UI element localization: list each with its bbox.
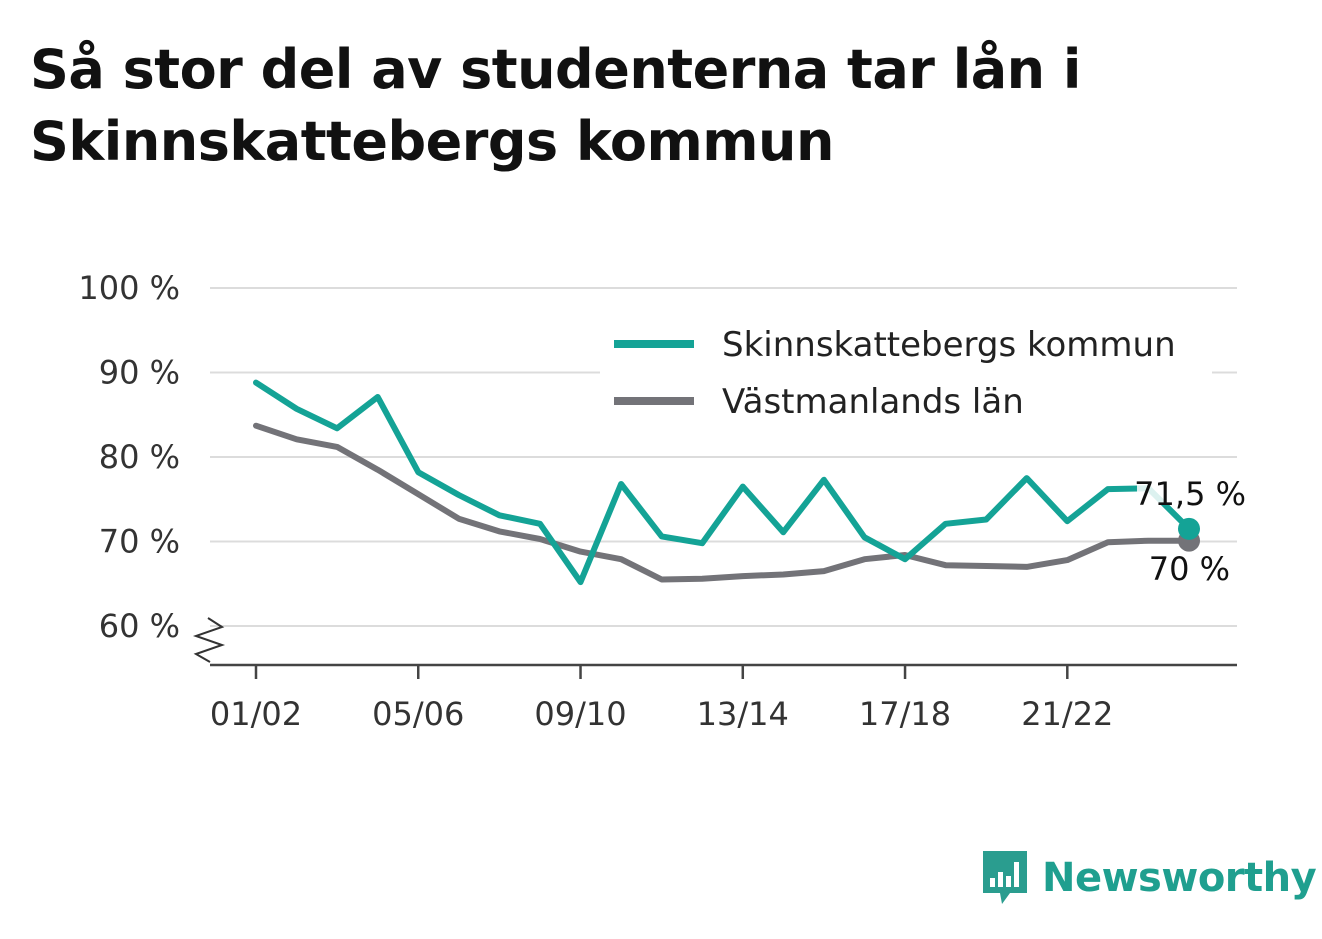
y-tick-label: 70 % bbox=[99, 523, 180, 561]
y-tick-label: 100 % bbox=[78, 269, 180, 307]
x-tick-label: 09/10 bbox=[534, 695, 626, 733]
x-tick-label: 21/22 bbox=[1021, 695, 1113, 733]
legend: Skinnskattebergs kommun Västmanlands län bbox=[600, 318, 1212, 430]
x-tick-label: 05/06 bbox=[372, 695, 464, 733]
series-line-skinnskatteberg bbox=[253, 379, 1192, 586]
bar-chart-speech-bubble-icon bbox=[983, 851, 1027, 904]
legend-label: Skinnskattebergs kommun bbox=[722, 325, 1176, 365]
chart-title: Så stor del av studenterna tar lån i Ski… bbox=[30, 38, 1081, 173]
x-tick-label: 13/14 bbox=[697, 695, 789, 733]
x-tick-label: 01/02 bbox=[210, 695, 302, 733]
y-axis-tick-labels: 60 % 70 % 80 % 90 % 100 % bbox=[78, 269, 180, 645]
x-axis-tick-labels: 01/02 05/06 09/10 13/14 17/18 21/22 bbox=[210, 695, 1114, 733]
end-label-vastmanland: 70 % bbox=[1149, 550, 1230, 588]
legend-background bbox=[600, 318, 1212, 430]
end-point-skinnskatteberg bbox=[1178, 517, 1200, 540]
end-labels: 71,5 % 70 % bbox=[1134, 475, 1246, 588]
x-axis bbox=[192, 617, 1237, 679]
y-tick-label: 80 % bbox=[99, 438, 180, 476]
axis-break-icon bbox=[192, 617, 226, 663]
legend-label: Västmanlands län bbox=[722, 382, 1024, 422]
series-lines bbox=[253, 379, 1200, 586]
end-label-skinnskatteberg: 71,5 % bbox=[1134, 475, 1246, 513]
newsworthy-logo: Newsworthy bbox=[980, 848, 1317, 908]
series-line-vastmanland bbox=[253, 422, 1192, 583]
brand-name: Newsworthy bbox=[1042, 855, 1317, 901]
y-tick-label: 60 % bbox=[99, 607, 180, 645]
y-tick-label: 90 % bbox=[99, 354, 180, 392]
end-label-background bbox=[1137, 478, 1241, 505]
x-tick-label: 17/18 bbox=[859, 695, 951, 733]
